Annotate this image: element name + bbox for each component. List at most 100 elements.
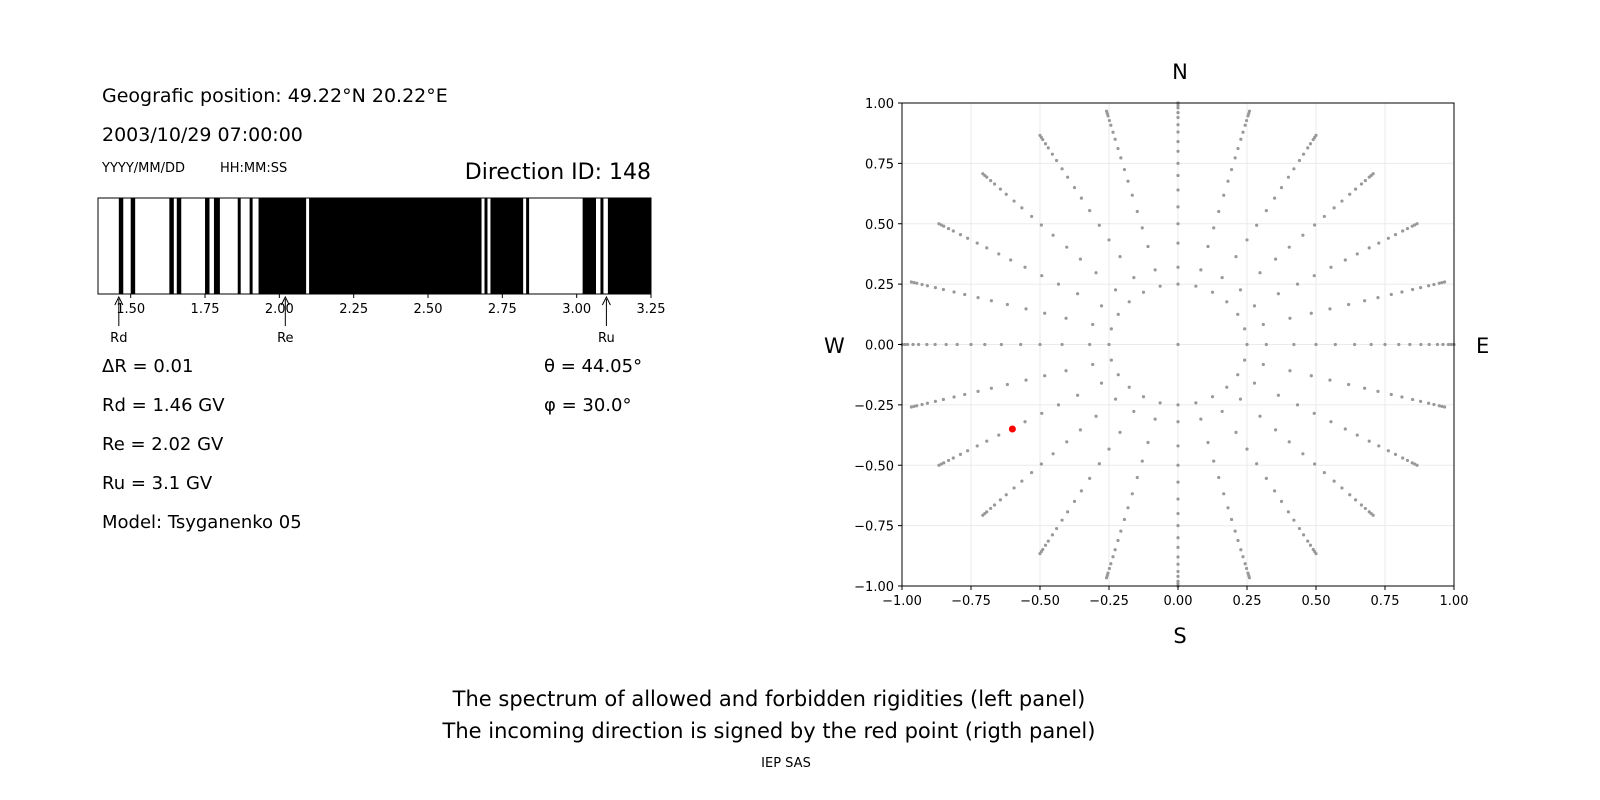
direction-grid-point: [1411, 287, 1415, 292]
x-tick-label: 2.00: [265, 302, 294, 317]
direction-grid-point: [939, 223, 943, 227]
direction-grid-point: [992, 182, 997, 186]
direction-grid-point: [1176, 130, 1180, 134]
direction-grid-point: [1286, 510, 1290, 514]
direction-grid-point: [942, 224, 946, 228]
direction-grid-point: [1236, 538, 1240, 543]
x-tick-label: 2.50: [414, 302, 443, 317]
x-tick-label: 2.75: [488, 302, 517, 317]
forbidden-band: [258, 198, 307, 294]
direction-grid-point: [1239, 137, 1243, 141]
direction-grid-point: [1432, 402, 1436, 407]
direction-grid-point: [1176, 123, 1180, 127]
direction-grid-point: [989, 178, 993, 183]
direction-grid-point: [942, 461, 946, 465]
x-tick-label: 0.50: [1302, 594, 1331, 609]
direction-grid-point: [1104, 576, 1109, 580]
direction-grid-point: [1099, 304, 1104, 308]
direction-grid-point: [925, 401, 930, 405]
direction-grid-point: [976, 296, 980, 300]
direction-grid-point: [1116, 312, 1120, 316]
direction-grid-point: [1401, 229, 1405, 233]
direction-grid-point: [951, 229, 955, 233]
direction-grid-point: [1273, 489, 1277, 493]
direction-grid-point: [1229, 167, 1234, 172]
direction-grid-point: [1222, 492, 1226, 496]
direction-grid-point: [1056, 282, 1061, 286]
y-tick-label: 0.00: [865, 339, 894, 354]
direction-grid-point: [1158, 284, 1162, 288]
direction-grid-point: [1314, 552, 1318, 556]
direction-grid-point: [944, 342, 948, 347]
marker-label: Rd: [110, 331, 127, 346]
y-tick-label: −0.50: [854, 459, 894, 474]
direction-grid-point: [1176, 579, 1180, 583]
forbidden-band: [213, 198, 220, 294]
direction-grid-point: [969, 342, 973, 347]
direction-grid-point: [1210, 395, 1215, 399]
direction-grid-point: [1064, 316, 1068, 320]
direction-grid-point: [1273, 257, 1278, 261]
direction-grid-point: [1347, 302, 1351, 307]
direction-grid-point: [1353, 342, 1357, 347]
x-tick-label: 1.75: [191, 302, 220, 317]
direction-grid-point: [1039, 223, 1043, 227]
direction-grid-point: [1176, 536, 1180, 540]
direction-grid-point: [1116, 373, 1120, 377]
x-tick-label: 0.75: [1371, 594, 1400, 609]
direction-grid-point: [1377, 241, 1381, 245]
direction-grid-point: [1411, 397, 1415, 402]
direction-grid-point: [1043, 374, 1047, 378]
direction-grid-point: [963, 392, 967, 397]
marker-label: Ru: [598, 331, 615, 346]
direction-grid-point: [1238, 288, 1243, 292]
direction-grid-point: [1030, 470, 1034, 475]
direction-grid-point: [1261, 322, 1265, 327]
direction-grid-point: [1220, 275, 1224, 280]
direction-grid-point: [981, 513, 985, 517]
direction-grid-point: [1072, 499, 1077, 503]
direction-grid-point: [1426, 284, 1431, 288]
direction-grid-point: [958, 452, 963, 456]
direction-grid-point: [1097, 223, 1101, 227]
x-tick-label: 1.50: [116, 302, 145, 317]
direction-grid-point: [998, 187, 1003, 191]
forbidden-band: [526, 198, 530, 294]
direction-grid-point: [1437, 404, 1441, 408]
direction-grid-point: [1239, 548, 1243, 552]
forbidden-band: [130, 198, 136, 294]
direction-grid-point: [1019, 342, 1023, 347]
marker-arrow-head: [280, 295, 290, 306]
direction-grid-point: [1236, 373, 1240, 377]
direction-scatter-chart: −1.00 −0.75 −0.50 −0.25 0.00 0.25 0.50 0.75 1.00…: [854, 97, 1468, 609]
direction-grid-point: [1363, 299, 1367, 303]
direction-grid-point: [1066, 175, 1070, 179]
delta-r-value: ΔR = 0.01: [102, 356, 194, 377]
direction-grid-point: [1146, 244, 1150, 249]
direction-grid-point: [941, 287, 945, 292]
x-tick-label: 3.25: [637, 302, 666, 317]
direction-grid-point: [1279, 186, 1284, 190]
y-tick-label: 0.50: [865, 218, 894, 233]
direction-grid-point: [1446, 342, 1451, 347]
direction-grid-point: [1400, 395, 1404, 399]
direction-grid-point: [903, 342, 907, 347]
direction-grid-point: [1054, 158, 1059, 163]
direction-grid-point: [937, 222, 941, 226]
direction-grid-point: [1413, 462, 1417, 466]
date-format-label: YYYY/MM/DD: [102, 161, 185, 176]
ru-value: Ru = 3.1 GV: [102, 473, 213, 494]
direction-grid-point: [1440, 404, 1444, 408]
direction-grid-point: [1355, 252, 1359, 256]
direction-grid-point: [1111, 130, 1115, 134]
direction-grid-point: [1363, 178, 1367, 183]
direction-grid-point: [912, 281, 916, 285]
direction-grid-point: [1288, 316, 1292, 320]
direction-grid-point: [1122, 167, 1127, 172]
direction-grid-point: [1176, 581, 1180, 586]
footer-line-2: The incoming direction is signed by the …: [442, 719, 1096, 743]
direction-grid-point: [1113, 288, 1118, 292]
direction-grid-point: [1245, 447, 1249, 451]
direction-grid-point: [1355, 433, 1359, 437]
direction-grid-point: [1297, 526, 1302, 531]
